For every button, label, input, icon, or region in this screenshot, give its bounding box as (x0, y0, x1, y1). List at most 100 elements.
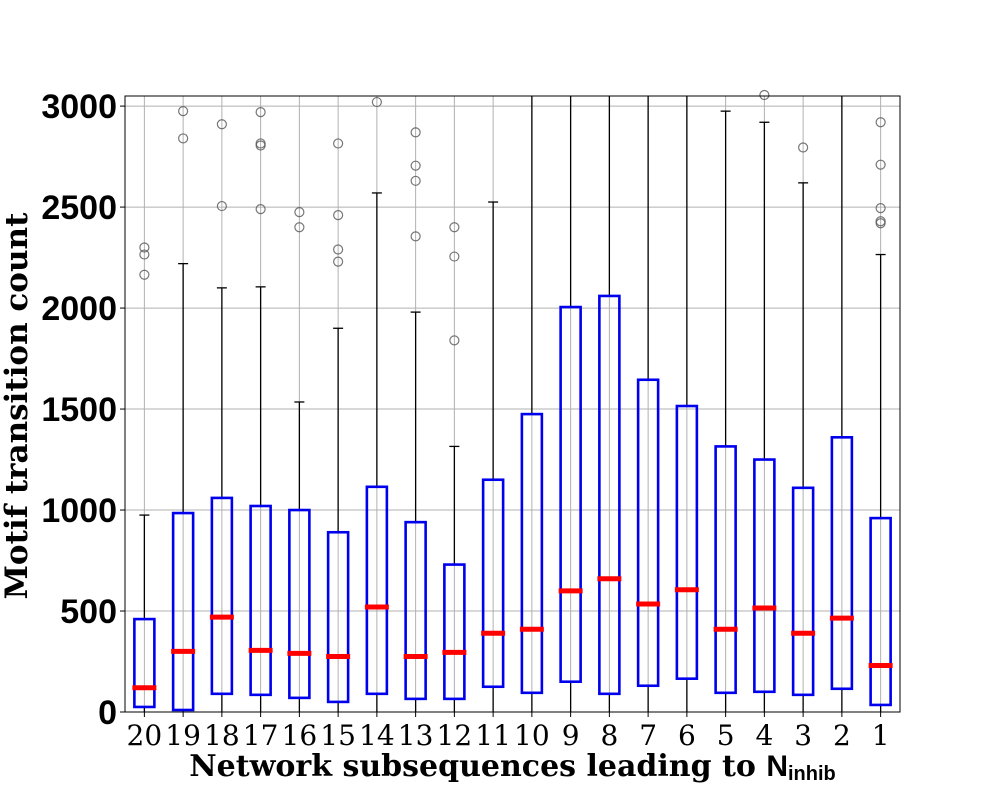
x-tick-label: 12 (437, 719, 473, 752)
y-tick-label: 1000 (41, 492, 117, 530)
box-body (326, 530, 350, 704)
box-6 (674, 96, 699, 712)
box-body (520, 412, 544, 695)
x-tick-label: 2 (833, 719, 851, 752)
x-tick-label: 11 (475, 719, 511, 752)
box-body (404, 520, 427, 701)
x-axis-label: Network subsequences leading to Ninhib (189, 749, 836, 785)
x-tick-label: 7 (639, 719, 657, 752)
outlier-point (333, 244, 344, 255)
box-body (133, 617, 156, 709)
box-body (481, 478, 505, 689)
x-tick-label: 20 (127, 719, 163, 752)
x-tick-label: 19 (165, 719, 201, 752)
box-11 (481, 201, 506, 712)
box-body (753, 458, 776, 694)
x-tick-label: 16 (282, 719, 318, 752)
outlier-point (371, 96, 382, 108)
x-axis-ticks: 20 19 18 17 16 15 14 13 12 11 10 9 8 7 6 5 4 3 2 1 (127, 712, 890, 752)
outlier-point (875, 216, 886, 227)
box-20 (132, 242, 157, 712)
y-tick-label: 2500 (41, 189, 117, 227)
y-tick-label: 500 (60, 593, 117, 631)
box-body (443, 563, 466, 701)
box-4 (752, 89, 777, 712)
plot-frame (124, 95, 901, 713)
box-body (636, 378, 660, 688)
outlier-point (798, 142, 809, 153)
box-1 (868, 117, 893, 712)
box-9 (558, 96, 583, 712)
outlier-point (139, 269, 150, 280)
outlier-point (875, 202, 886, 214)
box-body (249, 504, 272, 697)
box-14 (364, 96, 389, 712)
x-tick-label: 8 (600, 719, 618, 752)
box-body (288, 508, 311, 700)
outlier-point (294, 207, 305, 218)
x-tick-label: 5 (717, 719, 735, 752)
outlier-point (216, 119, 227, 130)
x-tick-label: 1 (872, 719, 890, 752)
x-tick-label: 4 (755, 719, 773, 752)
box-body (365, 485, 389, 696)
outlier-point (139, 249, 150, 260)
y-tick-label: 2000 (41, 290, 117, 328)
y-tick-label: 0 (98, 694, 117, 732)
box-7 (636, 96, 661, 712)
outlier-point (255, 107, 266, 118)
box-12 (442, 222, 467, 712)
box-body (791, 486, 815, 697)
box-17 (248, 107, 273, 712)
box-body (675, 404, 699, 680)
outlier-point (410, 127, 421, 138)
x-tick-label: 9 (562, 719, 580, 752)
outlier-point (875, 117, 886, 128)
outlier-point (178, 133, 189, 144)
x-axis-label-symbol: N (766, 750, 788, 783)
y-tick-label: 1500 (41, 391, 117, 429)
outlier-point (410, 231, 421, 242)
x-axis-label-subscript: inhib (788, 763, 836, 785)
y-axis-ticks: 0 500 1000 1500 2000 2500 3000 (41, 88, 125, 732)
outlier-point (449, 251, 460, 262)
outlier-point (216, 200, 227, 212)
x-tick-label: 15 (320, 719, 356, 752)
box-body (714, 445, 737, 695)
x-tick-label: 13 (398, 719, 434, 752)
x-tick-label: 3 (794, 719, 812, 752)
grid-lines (125, 96, 900, 713)
outlier-point (333, 256, 344, 267)
y-tick-label: 3000 (41, 88, 117, 126)
outlier-point (255, 138, 266, 149)
box-3 (791, 142, 816, 712)
box-body (210, 496, 234, 696)
box-body (830, 436, 854, 691)
box-13 (403, 127, 428, 712)
outlier-point (255, 204, 266, 215)
x-tick-label: 17 (243, 719, 279, 752)
outlier-point (294, 222, 305, 233)
outlier-point (410, 175, 421, 186)
box-18 (209, 119, 234, 712)
box-body (598, 294, 621, 696)
outlier-point (139, 242, 150, 253)
outlier-point (410, 160, 421, 171)
y-axis-label: Motif transition count (0, 212, 35, 599)
box-2 (829, 96, 854, 712)
x-tick-label: 10 (514, 719, 550, 752)
outlier-point (333, 138, 344, 149)
box-8 (597, 96, 622, 712)
outlier-point (449, 335, 460, 346)
box-15 (326, 138, 351, 712)
outlier-point (449, 222, 460, 233)
box-body (559, 305, 582, 684)
box-body (869, 516, 892, 707)
outlier-point (759, 89, 770, 101)
outlier-point (178, 106, 189, 117)
x-tick-label: 14 (359, 719, 395, 752)
box-10 (519, 96, 544, 712)
x-tick-label: 6 (678, 719, 696, 752)
box-19 (171, 106, 196, 712)
